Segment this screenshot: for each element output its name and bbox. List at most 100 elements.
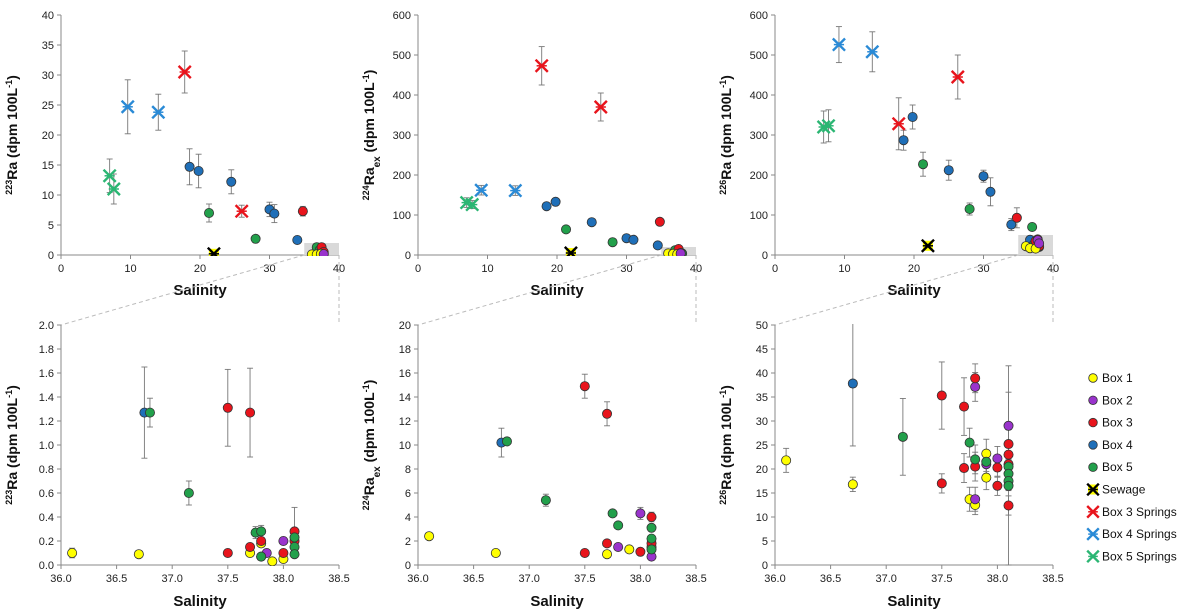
data-point-box-1 xyxy=(1088,373,1098,383)
y-tick-label: 2.0 xyxy=(39,320,54,332)
data-point-box-4 xyxy=(1006,219,1017,230)
data-point-box-4 xyxy=(943,165,954,176)
y-tick-label: 20 xyxy=(42,130,54,142)
data-point-box-3 xyxy=(959,401,970,412)
x-axis-label: Salinity xyxy=(173,282,227,299)
y-tick-label: 30 xyxy=(756,416,768,428)
data-point-box-3 xyxy=(222,402,233,413)
data-point-box-5 xyxy=(1027,221,1038,232)
y-tick-label: 0 xyxy=(762,250,768,262)
data-point-box-3 xyxy=(959,463,970,474)
data-point-box-3 xyxy=(278,548,289,559)
y-tick-label: 0.0 xyxy=(39,560,54,572)
plot-area xyxy=(102,50,329,256)
data-point-box-4 xyxy=(550,196,561,207)
legend-item: Box 5 Springs xyxy=(1086,549,1177,563)
data-point-box-2 xyxy=(675,248,686,256)
x-tick-label: 10 xyxy=(481,263,493,275)
y-tick-label: 25 xyxy=(756,440,768,452)
y-tick-label: 40 xyxy=(756,368,768,380)
data-point-box-1 xyxy=(267,556,278,566)
data-point-box-4 xyxy=(985,186,996,197)
data-point-box-3 xyxy=(256,536,267,547)
y-tick-label: 20 xyxy=(756,464,768,476)
y-tick-label: 0.8 xyxy=(39,464,54,476)
data-point-box-3 xyxy=(936,390,947,401)
y-tick-label: 40 xyxy=(42,10,54,22)
y-axis-label: 226Ra (dpm 100L-1) xyxy=(718,385,734,505)
data-point-box-2 xyxy=(1034,238,1045,249)
legend-label: Box 1 xyxy=(1102,371,1133,385)
data-point-box-5 xyxy=(981,456,992,467)
y-tick-label: 4 xyxy=(405,512,411,524)
data-point-box-2 xyxy=(613,542,624,553)
y-tick-label: 8 xyxy=(405,464,411,476)
data-point-box-3 xyxy=(245,542,256,553)
data-point-box-3 xyxy=(654,216,665,227)
y-tick-label: 300 xyxy=(750,130,768,142)
x-tick-label: 36.5 xyxy=(820,573,841,585)
data-point-box-5 xyxy=(183,487,194,498)
data-point-box-3 xyxy=(602,408,613,419)
data-point-box-4 xyxy=(652,240,663,251)
data-point-box-3 xyxy=(297,206,308,217)
data-point-box-5 xyxy=(256,551,267,562)
data-point-box-5 xyxy=(970,454,981,465)
plot-area xyxy=(816,26,1045,254)
data-point-box-3 xyxy=(1011,212,1022,223)
data-point-box-1 xyxy=(981,472,992,483)
data-point-box-5 xyxy=(144,407,155,418)
data-point-box-3 xyxy=(1003,439,1014,450)
data-point-box-5 xyxy=(1003,480,1014,491)
x-axis-label: Salinity xyxy=(887,593,941,610)
zoom-connector xyxy=(60,254,305,326)
data-point-box-3 xyxy=(646,512,657,523)
y-tick-label: 600 xyxy=(750,10,768,22)
plot-area xyxy=(424,373,657,562)
data-point-box-5 xyxy=(646,533,657,544)
y-tick-label: 500 xyxy=(750,50,768,62)
x-tick-label: 38.0 xyxy=(987,573,1008,585)
y-tick-label: 16 xyxy=(399,368,411,380)
legend-item: Box 3 xyxy=(1088,416,1133,430)
data-point-box-3 xyxy=(992,480,1003,491)
data-point-box-4 xyxy=(541,201,552,212)
x-tick-label: 0 xyxy=(772,263,778,275)
x-tick-label: 37.5 xyxy=(574,573,595,585)
y-axis-label: 226Ra (dpm 100L-1) xyxy=(718,75,734,195)
y-tick-label: 15 xyxy=(756,488,768,500)
data-point-box-2 xyxy=(1088,395,1098,406)
chart-panel-5: 0 2 4 6 8 10 12 14 16 18 20 36.0 36.5 37.0 37.5 38.0 38.… xyxy=(361,320,707,610)
data-point-box-2 xyxy=(970,381,981,392)
legend-label: Box 2 xyxy=(1102,393,1133,407)
x-tick-label: 37.0 xyxy=(518,573,539,585)
data-point-box-1 xyxy=(424,531,435,542)
x-tick-label: 20 xyxy=(551,263,563,275)
y-tick-label: 50 xyxy=(756,320,768,332)
plot-area xyxy=(67,366,300,566)
data-point-box-4 xyxy=(978,171,989,182)
data-point-box-5 xyxy=(289,532,300,543)
legend-label: Sewage xyxy=(1102,483,1146,497)
y-axis-label: 223Ra (dpm 100L-1) xyxy=(4,385,20,505)
legend-item: Sewage xyxy=(1086,483,1146,497)
chart-panel-4: 0.0 0.2 0.4 0.6 0.8 1.0 1.2 1.4 1.6 1.8 2.0 36.0 36.… xyxy=(4,320,350,610)
data-point-box-2 xyxy=(970,494,981,505)
x-tick-label: 30 xyxy=(977,263,989,275)
data-point-box-5 xyxy=(1088,462,1098,472)
x-axis-label: Salinity xyxy=(530,593,584,610)
x-tick-label: 30 xyxy=(263,263,275,275)
data-point-box-5 xyxy=(256,526,267,537)
legend-label: Box 5 xyxy=(1102,460,1133,474)
data-point-box-2 xyxy=(318,249,329,256)
y-tick-label: 45 xyxy=(756,344,768,356)
legend-item: Box 2 xyxy=(1088,393,1133,407)
x-axis-label: Salinity xyxy=(530,282,584,299)
x-tick-label: 10 xyxy=(838,263,850,275)
y-axis-label: 224Raex (dpm 100L-1) xyxy=(361,70,383,201)
x-tick-label: 20 xyxy=(908,263,920,275)
data-point-box-3 xyxy=(936,478,947,489)
data-point-box-2 xyxy=(278,536,289,547)
